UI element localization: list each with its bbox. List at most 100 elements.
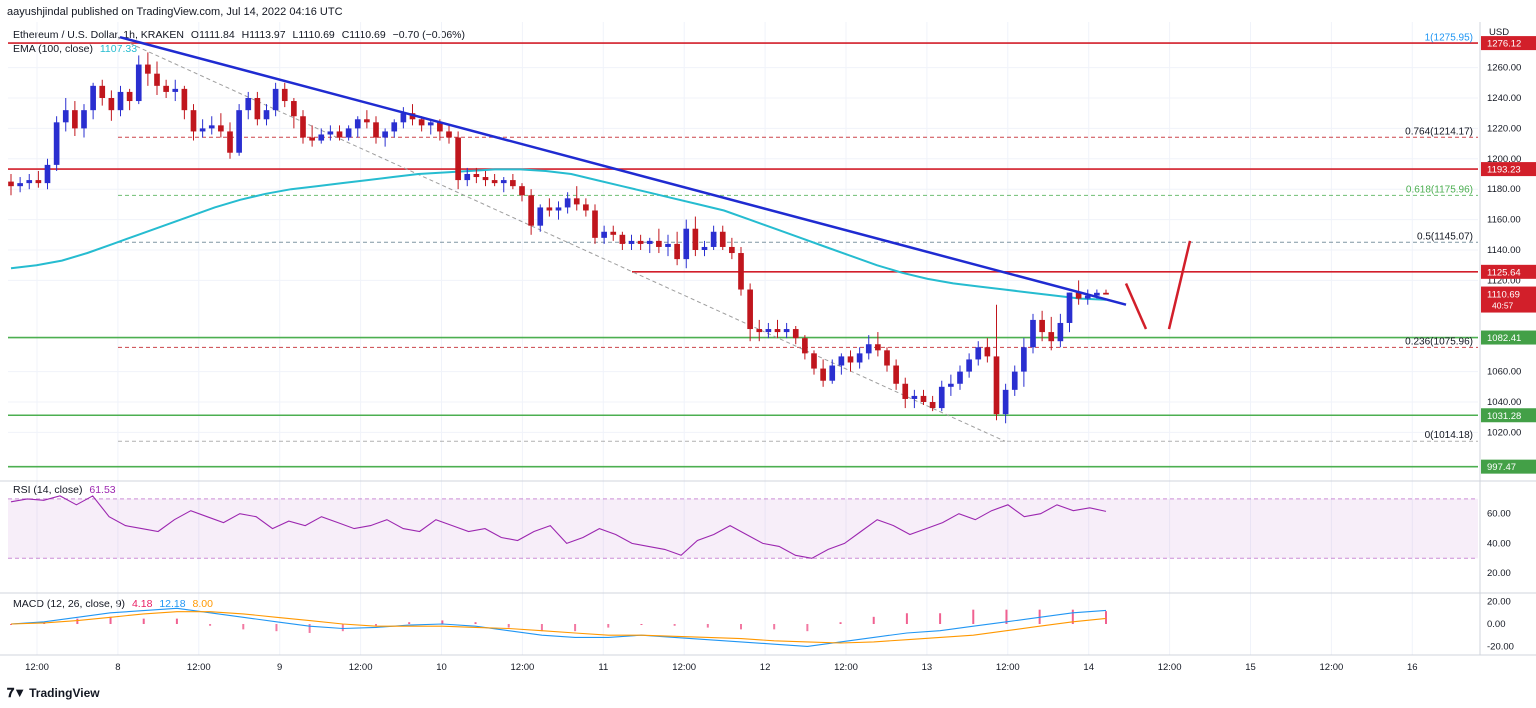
fib-level-label: 0.5(1145.07) xyxy=(1417,231,1473,242)
candle-body xyxy=(555,207,562,211)
symbol-legend[interactable]: Ethereum / U.S. Dollar, 1h, KRAKEN O1111… xyxy=(13,29,469,41)
candle-body xyxy=(993,356,1000,415)
tradingview-mark-icon: 𝟕▼ xyxy=(7,685,26,700)
fib-level-label: 1(1275.95) xyxy=(1425,32,1473,43)
open-value: O1111.84 xyxy=(190,29,235,41)
macd-histogram-bar xyxy=(1105,611,1107,624)
candle-body xyxy=(875,344,881,351)
candle-body xyxy=(1084,295,1091,299)
candle-body xyxy=(902,383,909,399)
ema-value: 1107.33 xyxy=(99,43,138,55)
candle-body xyxy=(272,88,279,111)
ema-legend[interactable]: EMA (100, close) 1107.33 xyxy=(13,43,141,55)
candle-body xyxy=(701,246,708,250)
candle-body xyxy=(427,122,434,126)
macd-histogram-bar xyxy=(76,618,79,624)
macd-histogram-bar xyxy=(109,616,112,624)
candle-body xyxy=(491,180,498,184)
candle-body xyxy=(190,110,197,132)
candle-body xyxy=(665,243,671,247)
price-tick-label: 1220.00 xyxy=(1487,123,1521,134)
time-tick-label: 10 xyxy=(436,662,447,673)
candle-body xyxy=(619,234,626,244)
tradingview-logo[interactable]: 𝟕▼ TradingView xyxy=(7,685,100,701)
macd-histogram-bar xyxy=(175,618,178,624)
macd-histogram-bar xyxy=(740,624,742,630)
macd-signal-line xyxy=(10,611,1107,644)
candle-body xyxy=(1103,292,1109,295)
published-line: aayushjindal published on TradingView.co… xyxy=(7,6,343,18)
symbol-name[interactable]: Ethereum / U.S. Dollar, 1h, KRAKEN xyxy=(13,29,184,41)
candle-body xyxy=(774,329,781,333)
fib-trend-line xyxy=(129,42,1006,442)
macd-hist-value: 4.18 xyxy=(131,598,153,610)
candle-body xyxy=(1048,332,1055,342)
rsi-band xyxy=(8,498,1478,559)
candle-body xyxy=(26,180,33,184)
rsi-tick-label: 40.00 xyxy=(1487,538,1511,549)
rsi-line xyxy=(10,495,1107,559)
candle-body xyxy=(765,329,772,333)
candle-body xyxy=(53,122,60,165)
candle-body xyxy=(364,119,370,123)
candle-body xyxy=(500,180,507,184)
fib-level-label: 0.618(1175.96) xyxy=(1406,184,1473,195)
candle-body xyxy=(72,110,78,129)
candle-body xyxy=(829,365,836,381)
macd-histogram-bar xyxy=(242,624,245,630)
price-axis: 1260.00 1240.00 1220.00 1200.00 1180.00 1160.… xyxy=(1481,27,1536,652)
candle-body xyxy=(81,110,87,129)
time-tick-label: 9 xyxy=(277,662,282,673)
close-value: C1110.69 xyxy=(341,29,386,41)
candle-body xyxy=(710,231,717,247)
macd-tick-label: -20.00 xyxy=(1487,641,1514,652)
macd-histogram-bar xyxy=(10,624,12,625)
macd-tick-label: 20.00 xyxy=(1487,597,1511,608)
candle-body xyxy=(628,240,635,244)
candle-body xyxy=(984,347,991,357)
level-price-tag xyxy=(1481,408,1536,423)
macd-label: MACD (12, 26, close, 9) xyxy=(13,598,126,610)
candle-body xyxy=(1057,322,1064,342)
candle-body xyxy=(208,125,215,129)
candle-body xyxy=(181,88,188,111)
time-tick-label: 12:00 xyxy=(996,662,1020,673)
candle-body xyxy=(44,164,51,184)
candle-body xyxy=(510,180,516,187)
level-price-tag xyxy=(1481,264,1536,279)
candle-body xyxy=(802,338,808,354)
candle-body xyxy=(719,231,726,247)
candle-body xyxy=(437,122,443,132)
candle-body xyxy=(17,183,23,187)
candle-body xyxy=(263,110,270,120)
price-tick-label: 1060.00 xyxy=(1487,367,1521,378)
candle-body xyxy=(254,98,261,120)
price-tick-label: 1180.00 xyxy=(1487,184,1521,195)
level-price-tag xyxy=(1481,330,1536,345)
macd-tick-label: 0.00 xyxy=(1487,619,1506,630)
macd-histogram-bar xyxy=(939,613,942,624)
candle-body xyxy=(537,207,544,226)
candle-body xyxy=(884,350,890,366)
candle-body xyxy=(610,231,617,235)
ema-line xyxy=(10,168,1107,301)
candle-body xyxy=(300,116,306,138)
rsi-legend[interactable]: RSI (14, close) 61.53 xyxy=(13,484,120,496)
candle-body xyxy=(318,134,325,141)
candle-body xyxy=(455,137,461,181)
chart-grid xyxy=(8,22,1478,655)
macd-histogram-bar xyxy=(872,616,875,624)
countdown-label: 40:57 xyxy=(1492,301,1514,311)
ema-polyline xyxy=(10,168,1107,301)
candle-body xyxy=(975,347,982,360)
change-value: −0.70 (−0.06%) xyxy=(392,29,465,41)
macd-legend[interactable]: MACD (12, 26, close, 9) 4.18 12.18 8.00 xyxy=(13,598,217,610)
candle-body xyxy=(573,198,580,205)
candle-body xyxy=(199,128,206,132)
tradingview-label: TradingView xyxy=(29,686,100,700)
candle-body xyxy=(1094,292,1100,296)
candle-body xyxy=(820,368,826,381)
candle-body xyxy=(911,395,918,399)
candle-body xyxy=(345,128,352,138)
